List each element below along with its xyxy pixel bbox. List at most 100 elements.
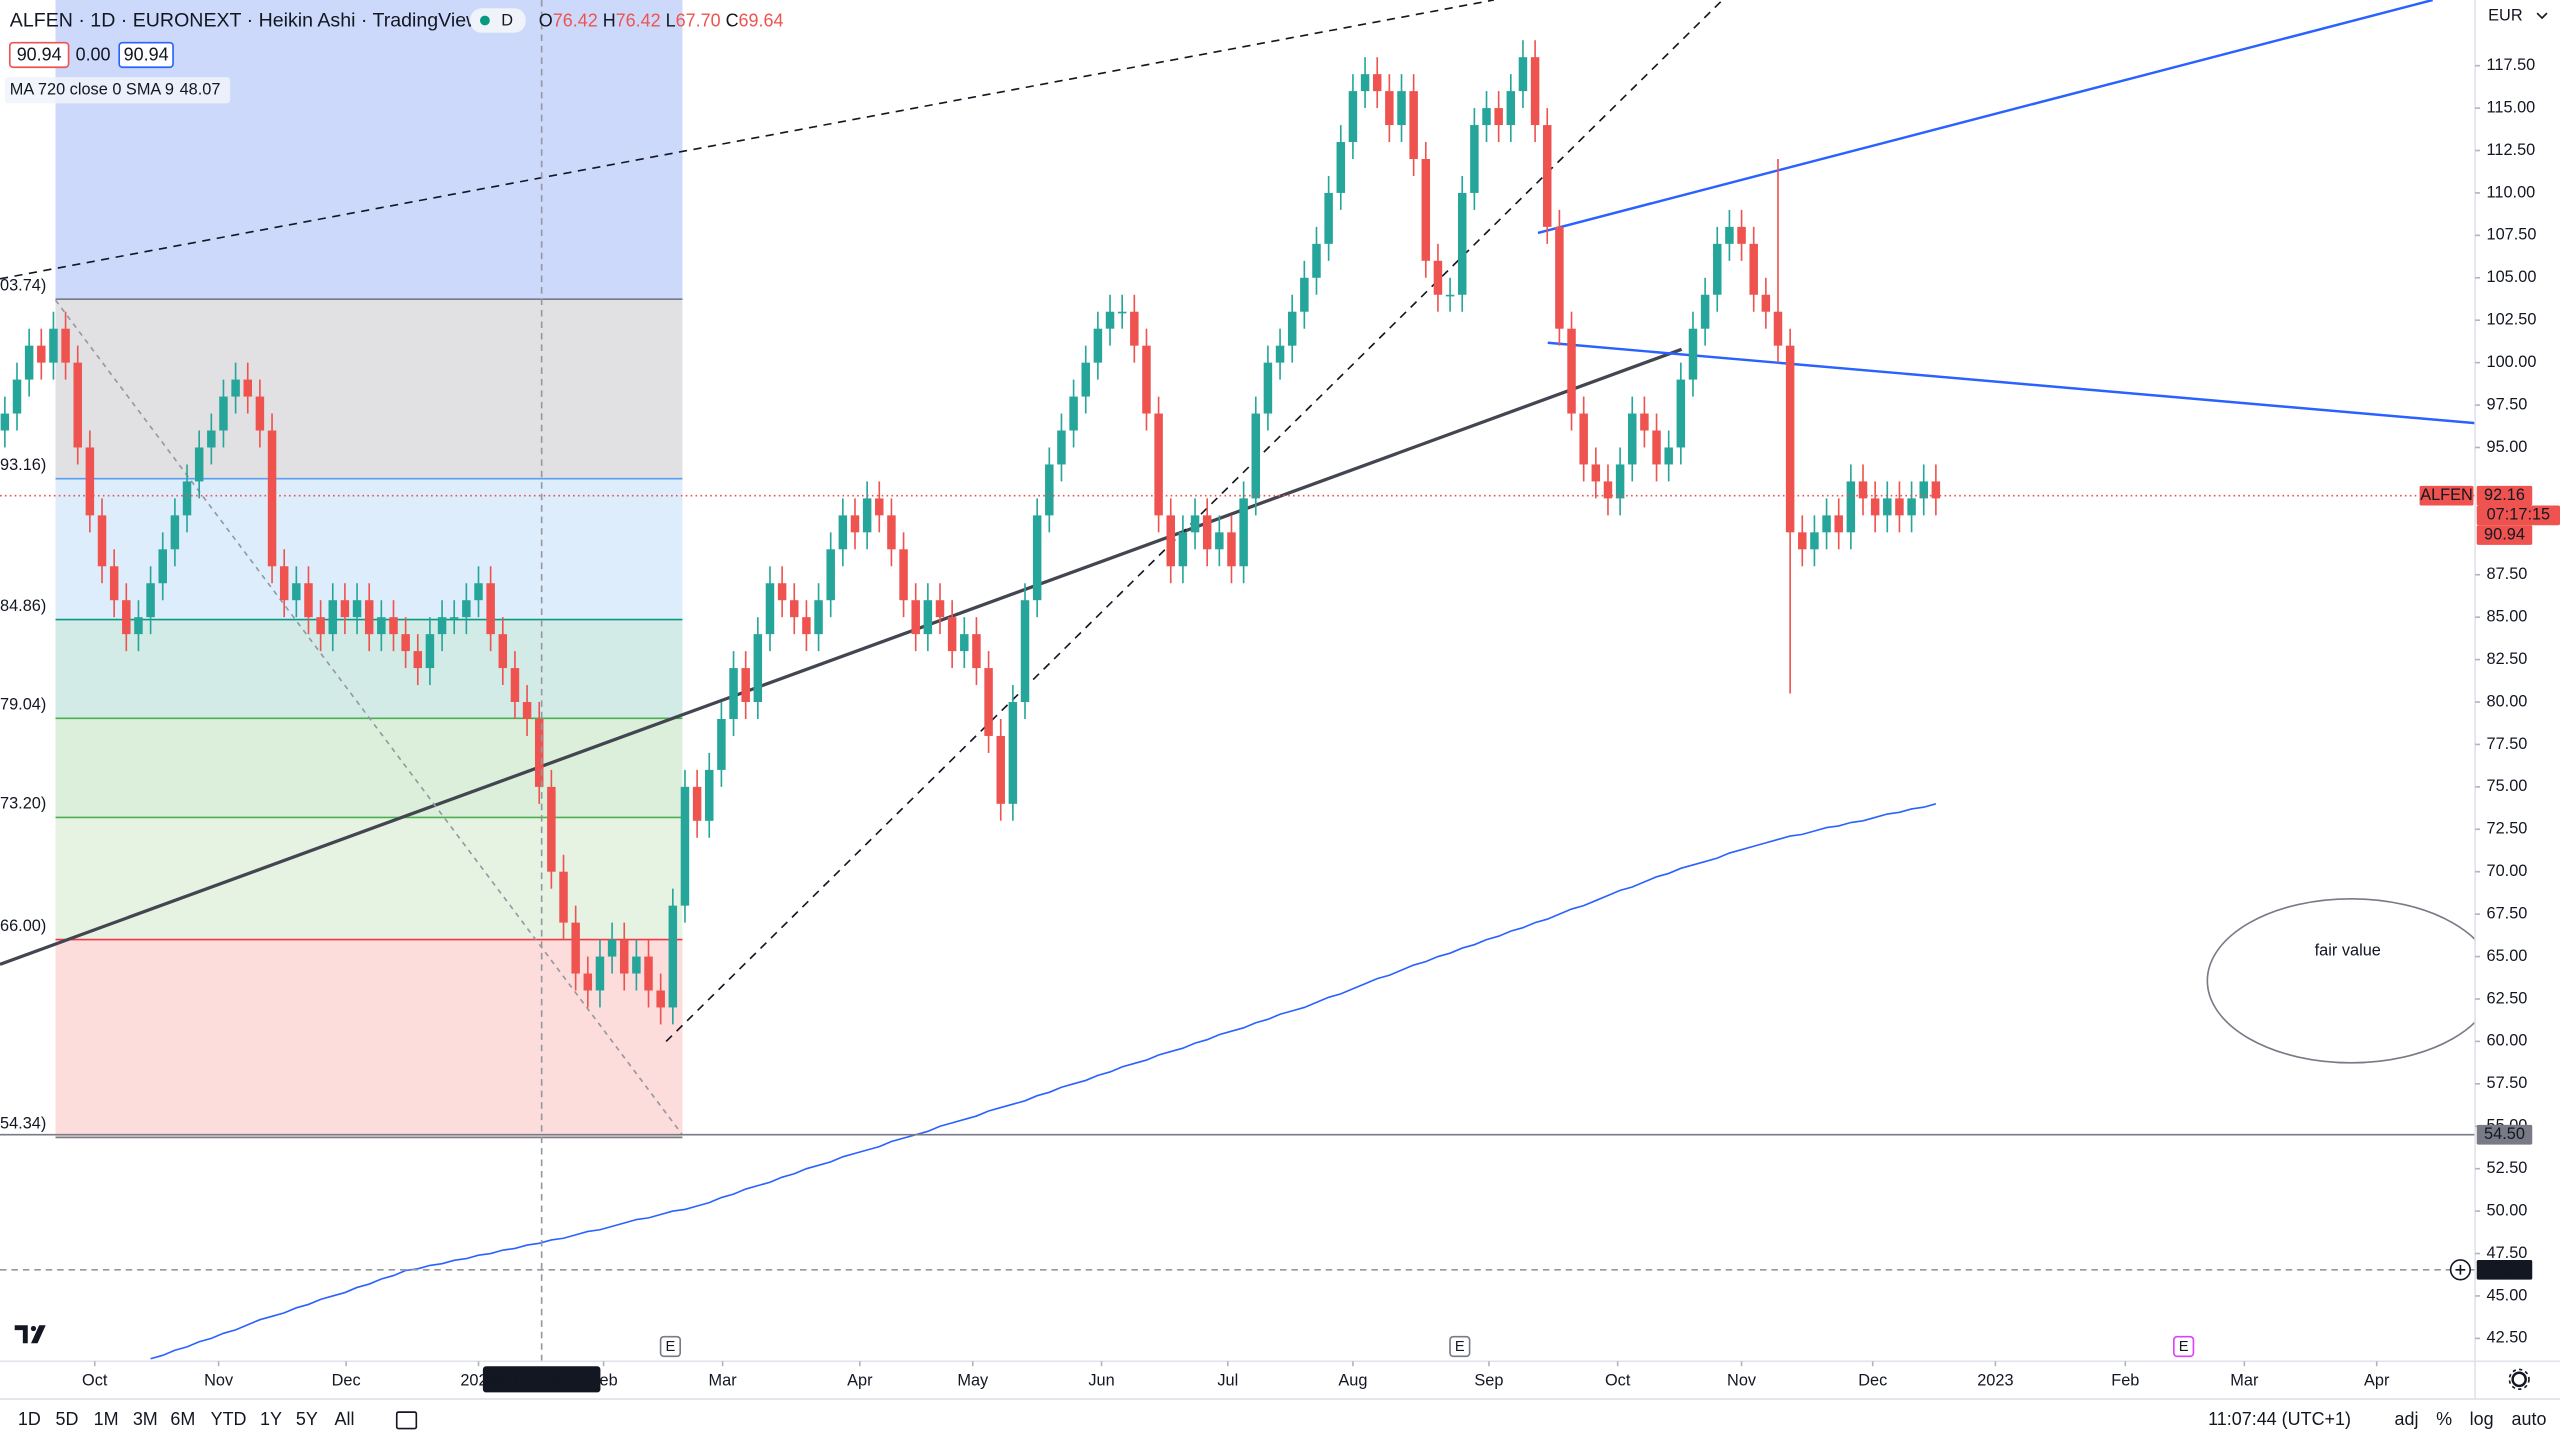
candle-body	[1591, 464, 1601, 482]
candle-body	[194, 447, 204, 482]
gear-icon	[2511, 1371, 2527, 1388]
candle-body	[644, 956, 653, 991]
tradingview-logo[interactable]	[14, 1325, 46, 1344]
candle-body	[1822, 515, 1831, 533]
range-button[interactable]: 3M	[133, 1409, 158, 1429]
symbol-title[interactable]: ALFEN · 1D · EURONEXT · Heikin Ashi · Tr…	[10, 9, 481, 31]
overlay	[0, 0, 2476, 1362]
logo-shape	[14, 1325, 46, 1344]
earnings-marker[interactable]	[2173, 1335, 2195, 1358]
ohlc-legend: O76.42 H76.42 L67.70 C69.64	[539, 10, 784, 30]
countdown-label-box	[2476, 505, 2560, 526]
fib-level-label: 73.20)	[0, 795, 46, 813]
range-button[interactable]: YTD	[211, 1409, 247, 1429]
y-tick-label: 110.00	[2487, 183, 2536, 201]
last-price-label: 92.16	[2484, 486, 2525, 504]
ma-line	[150, 803, 1937, 1360]
candle-body	[1530, 57, 1540, 126]
candle-body	[692, 786, 702, 821]
plot-area[interactable]: 03.74) 93.16) 84.86) 79.04) 73.20) 66.00) 54.3…	[0, 0, 2495, 1362]
currency[interactable]: EUR	[2488, 7, 2523, 25]
candle-body	[1506, 91, 1516, 126]
y-tick-label: 107.50	[2487, 226, 2537, 244]
y-tick-label: 80.00	[2487, 692, 2528, 710]
range-button[interactable]: 1M	[94, 1409, 119, 1429]
candle-body	[1615, 464, 1625, 499]
annotation: fair value	[2315, 942, 2381, 960]
candle-body	[462, 600, 471, 618]
candle-body	[1239, 498, 1248, 567]
y-tick-label: 72.50	[2487, 820, 2528, 838]
scale-option[interactable]: %	[2436, 1409, 2452, 1429]
indicator-name[interactable]: MA 720 close 0 SMA 9	[10, 81, 174, 99]
candle-body	[486, 583, 495, 635]
candle-body	[267, 430, 277, 567]
candle-body	[231, 379, 240, 397]
candle-body	[1798, 532, 1807, 550]
currency-caret	[2536, 12, 2548, 20]
candle-body	[705, 769, 714, 821]
candle-body	[1907, 498, 1916, 516]
settings-gear[interactable]	[2508, 1368, 2530, 1390]
clock[interactable]: 11:07:44 (UTC+1)	[2208, 1409, 2351, 1429]
candle-body	[1628, 413, 1637, 465]
fib-level-label: 03.74)	[0, 276, 46, 294]
candle-body	[753, 634, 763, 703]
value-box	[118, 41, 174, 69]
x-tick-label: Apr	[847, 1371, 873, 1389]
range-button[interactable]: 1D	[18, 1409, 41, 1429]
x-tick-label: Mar	[709, 1371, 738, 1389]
bid-value: 90.94	[17, 44, 62, 64]
candle-body	[680, 786, 690, 906]
candle-body	[61, 328, 70, 363]
ohlc-letter: H	[603, 10, 616, 30]
candle-body	[1555, 226, 1564, 329]
candle-body	[1494, 108, 1503, 126]
candle-body	[838, 515, 848, 550]
candle-body	[1215, 532, 1224, 550]
y-tick-label: 60.00	[2487, 1032, 2528, 1050]
candle-body	[49, 328, 58, 363]
candle-body	[1737, 226, 1746, 244]
candle-body	[534, 718, 544, 787]
scale-option[interactable]: log	[2470, 1409, 2494, 1429]
range-button[interactable]: 5Y	[296, 1409, 318, 1429]
candle-body	[1178, 532, 1188, 567]
y-tick-label: 102.50	[2487, 311, 2537, 329]
candle-body	[474, 583, 483, 601]
status-pill	[470, 8, 526, 33]
range-button[interactable]: All	[335, 1409, 355, 1429]
candle-body	[1834, 515, 1843, 533]
ohlc-value: 69.64	[739, 10, 784, 30]
candle-body	[1773, 311, 1783, 346]
candle-body	[219, 396, 228, 431]
candle-body	[1931, 481, 1941, 499]
candle-body	[1117, 311, 1127, 314]
x-tick-label: Sep	[1474, 1371, 1503, 1389]
range-button[interactable]: 5D	[55, 1409, 78, 1429]
x-tick-label: Dec	[1858, 1371, 1887, 1389]
scale-option[interactable]: adj	[2395, 1409, 2419, 1429]
candle-body	[340, 600, 350, 618]
candle-body	[1263, 362, 1273, 414]
earnings-marker[interactable]	[659, 1335, 682, 1358]
scale-option[interactable]: auto	[2511, 1409, 2546, 1429]
ohlc-letter: O	[539, 10, 553, 30]
x-tick-label: Oct	[1605, 1371, 1631, 1389]
range-button[interactable]: 1Y	[260, 1409, 282, 1429]
range-button[interactable]: 6M	[170, 1409, 195, 1429]
x-tick-label: Jul	[1217, 1371, 1238, 1389]
candle-body	[243, 379, 252, 397]
axes: EEE42.5045.0047.5050.0052.5055.0057.5060…	[82, 56, 2560, 1393]
fib-retracement: 03.74) 93.16) 84.86) 79.04) 73.20) 66.00) 54.3…	[0, 0, 683, 1139]
candle-body	[1324, 192, 1333, 244]
earnings-marker[interactable]	[1449, 1335, 1471, 1358]
candle-body	[1372, 74, 1382, 92]
date-range-icon[interactable]	[395, 1411, 418, 1430]
candle-body	[1457, 192, 1467, 295]
candle-body	[887, 515, 896, 550]
candle-body	[1870, 498, 1880, 516]
candle-body	[1093, 328, 1103, 363]
market-status-dot	[480, 15, 490, 26]
candle-body	[109, 566, 119, 601]
